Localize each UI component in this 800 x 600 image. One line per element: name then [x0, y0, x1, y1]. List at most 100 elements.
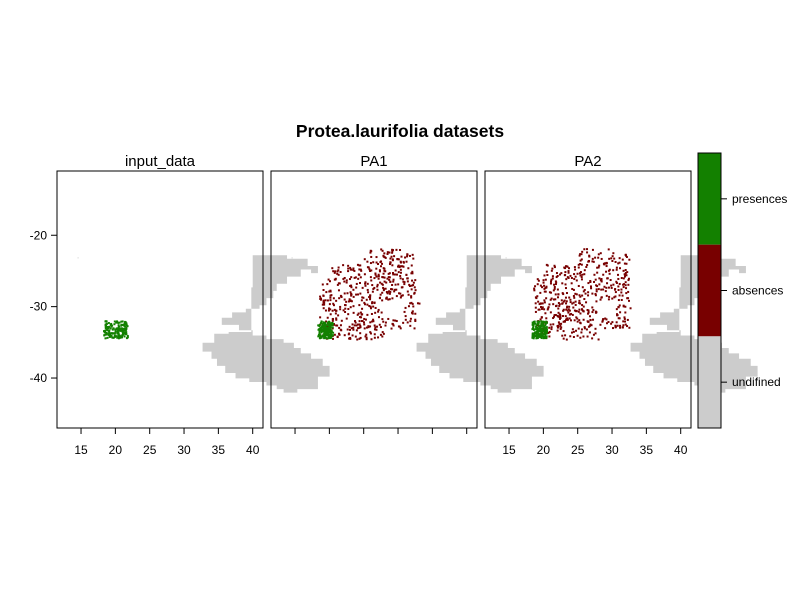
absence-cell — [552, 317, 555, 320]
absence-cell — [377, 263, 380, 266]
absence-cell — [335, 317, 338, 320]
absence-cell — [376, 283, 379, 286]
absence-cell — [624, 271, 627, 274]
absence-cells — [533, 248, 632, 341]
absence-cell — [414, 279, 417, 282]
presence-cell — [539, 336, 542, 339]
absence-cell — [382, 332, 385, 335]
absence-cell — [597, 256, 600, 259]
absence-cell — [390, 327, 393, 330]
lesotho-hole — [381, 298, 401, 318]
presence-cell — [126, 325, 129, 328]
absence-cell — [321, 303, 324, 306]
absence-cell — [333, 333, 336, 336]
absence-cell — [617, 262, 620, 265]
absence-cell — [561, 282, 564, 285]
presence-cell — [113, 334, 116, 337]
absence-cell — [356, 327, 359, 330]
absence-cell — [603, 285, 606, 288]
absence-cell — [410, 288, 413, 291]
absence-cell — [612, 252, 615, 255]
absence-cell — [371, 284, 374, 287]
absence-cell — [345, 300, 348, 303]
absence-cell — [347, 264, 350, 267]
presence-cell — [532, 320, 535, 323]
absence-cell — [552, 303, 555, 306]
absence-cell — [380, 265, 383, 268]
absence-cell — [392, 319, 395, 322]
absence-cell — [414, 318, 417, 321]
absence-cell — [339, 324, 342, 327]
absence-cell — [615, 266, 618, 269]
x-tick-label: 40 — [674, 443, 688, 457]
absence-cell — [591, 306, 594, 309]
absence-cell — [369, 276, 372, 279]
absence-cell — [566, 309, 569, 312]
presence-cell — [325, 332, 328, 335]
absence-cell — [365, 338, 368, 341]
presence-cell — [538, 334, 541, 337]
absence-cell — [584, 292, 587, 295]
absence-cell — [594, 294, 597, 297]
absence-cell — [354, 321, 357, 324]
presence-cell — [115, 335, 118, 338]
absence-cell — [618, 317, 621, 320]
absence-cell — [606, 322, 609, 325]
presence-cell — [116, 332, 119, 335]
absence-cell — [588, 315, 591, 318]
absence-cell — [599, 298, 602, 301]
presence-cell — [109, 327, 112, 330]
absence-cell — [393, 288, 396, 291]
absence-cell — [594, 293, 597, 296]
presence-cell — [545, 335, 548, 338]
absence-cell — [363, 323, 366, 326]
absence-cell — [605, 286, 608, 289]
absence-cell — [368, 305, 371, 308]
absence-cell — [547, 307, 550, 310]
absence-cell — [370, 279, 373, 282]
presence-cell — [323, 334, 326, 337]
presence-cell — [125, 328, 128, 331]
absence-cell — [561, 302, 564, 305]
presence-cell — [540, 333, 543, 336]
absence-cell — [359, 268, 362, 271]
absence-cell — [322, 294, 325, 297]
presence-cell — [540, 325, 543, 328]
absence-cell — [543, 284, 546, 287]
presence-cell — [541, 328, 544, 331]
absence-cell — [543, 308, 546, 311]
absence-cell — [410, 311, 413, 314]
absence-cell — [625, 254, 628, 257]
absence-cell — [588, 254, 591, 257]
presence-cell — [533, 328, 536, 331]
presence-cell — [531, 334, 534, 337]
absence-cell — [364, 281, 367, 284]
presence-cell — [322, 335, 325, 338]
absence-cell — [624, 284, 627, 287]
absence-cell — [414, 289, 417, 292]
absence-cell — [598, 283, 601, 286]
absence-cell — [553, 287, 556, 290]
absence-cell — [331, 318, 334, 321]
absence-cell — [607, 298, 610, 301]
absence-cell — [624, 305, 627, 308]
absence-cell — [392, 280, 395, 283]
absence-cell — [404, 256, 407, 259]
absence-cell — [380, 311, 383, 314]
absence-cell — [553, 298, 556, 301]
absence-cell — [370, 250, 373, 253]
presence-cell — [126, 334, 129, 337]
absence-cell — [369, 294, 372, 297]
absence-cell — [326, 316, 329, 319]
absence-cell — [398, 265, 401, 268]
absence-cell — [359, 326, 362, 329]
absence-cell — [406, 280, 409, 283]
absence-cell — [408, 283, 411, 286]
presence-cell — [113, 323, 116, 326]
presence-cell — [532, 326, 535, 329]
absence-cell — [581, 294, 584, 297]
absence-cell — [344, 304, 347, 307]
absence-cell — [622, 320, 625, 323]
absence-cell — [366, 326, 369, 329]
absence-cell — [629, 307, 632, 310]
